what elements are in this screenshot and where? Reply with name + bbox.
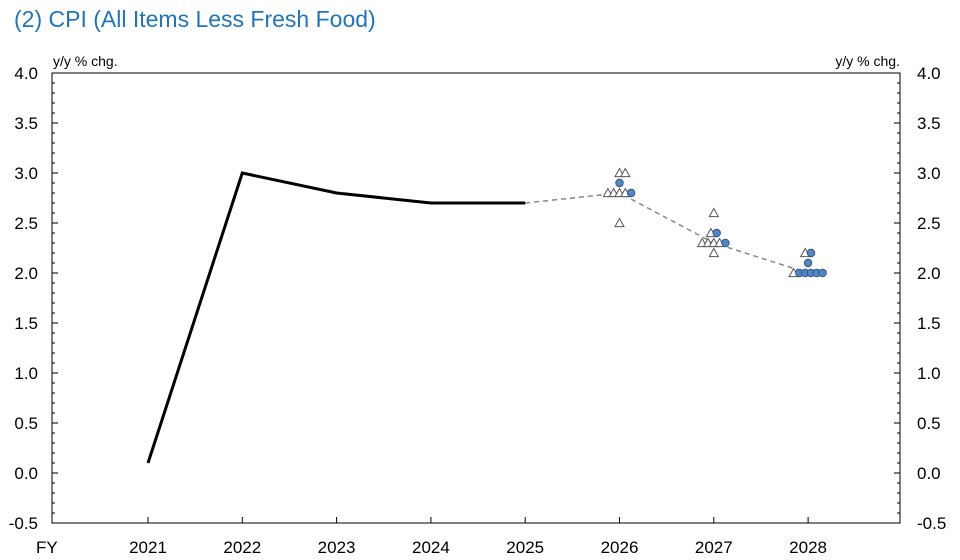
y-tick-label-right: 1.5 bbox=[917, 314, 941, 333]
y-tick-label-right: 4.0 bbox=[917, 64, 941, 83]
circle-marker bbox=[615, 178, 624, 188]
y-tick-label-right: 0.0 bbox=[917, 464, 941, 483]
plot-frame bbox=[51, 72, 901, 524]
y-axis-label-right: y/y % chg. bbox=[835, 53, 900, 69]
y-tick-label-right: 3.5 bbox=[917, 114, 941, 133]
y-tick-label-right: 2.0 bbox=[917, 264, 941, 283]
y-tick-label-left: 3.5 bbox=[14, 114, 38, 133]
circle-marker bbox=[712, 228, 721, 238]
triangle-marker bbox=[708, 207, 720, 218]
y-tick-label-left: 4.0 bbox=[14, 64, 38, 83]
x-tick-label: 2026 bbox=[601, 538, 639, 557]
x-tick-label: 2023 bbox=[318, 538, 356, 557]
x-tick-label: 2021 bbox=[129, 538, 167, 557]
x-tick-label: 2025 bbox=[506, 538, 544, 557]
circle-marker bbox=[818, 268, 827, 278]
y-tick-label-left: 1.5 bbox=[14, 314, 38, 333]
y-tick-label-left: 0.5 bbox=[14, 414, 38, 433]
actual-line bbox=[146, 171, 526, 464]
triangle-marker bbox=[708, 247, 720, 258]
x-axis-label: FY bbox=[36, 538, 58, 557]
y-tick-label-right: 0.5 bbox=[917, 414, 941, 433]
circle-marker bbox=[806, 248, 816, 258]
triangle-marker bbox=[614, 217, 625, 228]
y-tick-label-right: 1.0 bbox=[917, 364, 941, 383]
y-tick-label-left: -0.5 bbox=[9, 514, 38, 533]
x-tick-label: 2028 bbox=[789, 538, 827, 557]
triangle-marker bbox=[619, 167, 631, 178]
y-tick-label-left: 0.0 bbox=[14, 464, 38, 483]
x-tick-label: 2022 bbox=[223, 538, 261, 557]
y-tick-label-left: 2.0 bbox=[14, 264, 38, 283]
y-tick-label-right: 2.5 bbox=[917, 214, 941, 233]
x-tick-label: 2027 bbox=[695, 538, 733, 557]
x-tick-label: 2024 bbox=[412, 538, 450, 557]
circle-marker bbox=[626, 188, 636, 198]
y-tick-label-left: 2.5 bbox=[14, 214, 38, 233]
y-axis-label-left: y/y % chg. bbox=[53, 53, 118, 69]
circle-marker bbox=[803, 258, 813, 268]
y-tick-label-right: 3.0 bbox=[917, 164, 941, 183]
y-tick-label-right: -0.5 bbox=[917, 514, 946, 533]
y-tick-label-left: 1.0 bbox=[14, 364, 38, 383]
circle-marker bbox=[721, 238, 730, 248]
y-tick-label-left: 3.0 bbox=[14, 164, 38, 183]
chart-title: (2) CPI (All Items Less Fresh Food) bbox=[14, 6, 376, 32]
median-forecast-line bbox=[525, 192, 809, 274]
